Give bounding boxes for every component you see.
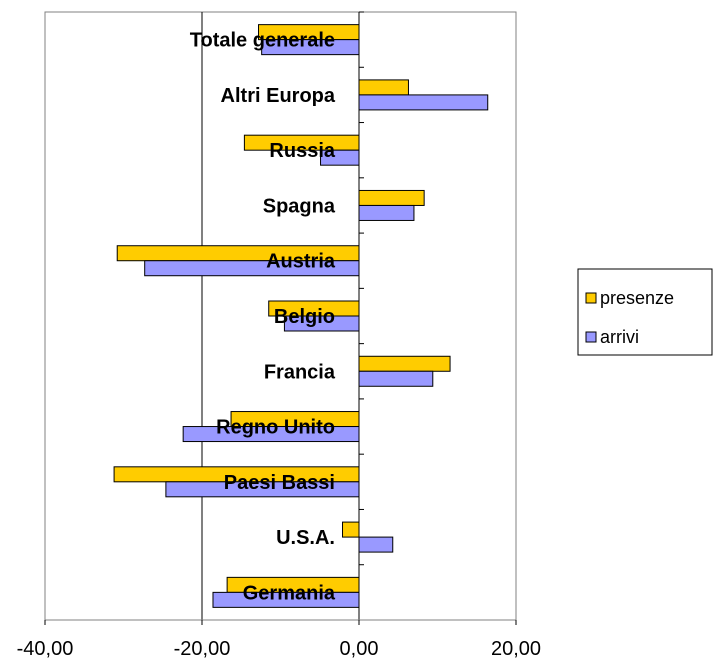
bar-arrivi <box>358 204 415 221</box>
bar-presenze <box>358 189 425 206</box>
legend-label-presenze: presenze <box>600 288 674 308</box>
bar-presenze <box>358 79 409 96</box>
category-label: Germania <box>243 582 336 604</box>
category-label: Belgio <box>274 306 335 328</box>
x-tick-label: 20,00 <box>491 638 541 660</box>
bar-presenze <box>358 355 451 372</box>
axis-layer: -40,00 -20,00 0,00 20,00 <box>17 11 541 660</box>
x-tick-label: -40,00 <box>17 638 74 660</box>
category-label: Russia <box>269 140 335 162</box>
bar-arrivi <box>358 94 489 111</box>
labels-layer: Germania U.S.A. Paesi Bassi Regno Unito Fran… <box>190 30 336 605</box>
bar-arrivi <box>358 536 394 553</box>
category-label: Spagna <box>263 195 336 217</box>
legend: presenze arrivi <box>577 268 713 356</box>
category-label: Regno Unito <box>216 417 335 439</box>
category-label: U.S.A. <box>276 527 335 549</box>
bar-arrivi <box>358 370 434 387</box>
legend-box <box>577 268 713 356</box>
category-label: Francia <box>264 361 336 383</box>
legend-label-arrivi: arrivi <box>600 327 639 347</box>
category-label: Paesi Bassi <box>224 472 335 494</box>
x-tick-label: 0,00 <box>340 638 379 660</box>
category-label: Totale generale <box>190 30 335 52</box>
x-tick-label: -20,00 <box>174 638 231 660</box>
bar-presenze <box>342 521 360 538</box>
category-label: Austria <box>266 251 336 273</box>
legend-swatch-presenze <box>585 292 597 304</box>
category-label: Altri Europa <box>221 85 336 107</box>
bars-layer <box>113 24 489 608</box>
legend-swatch-arrivi <box>585 331 597 343</box>
